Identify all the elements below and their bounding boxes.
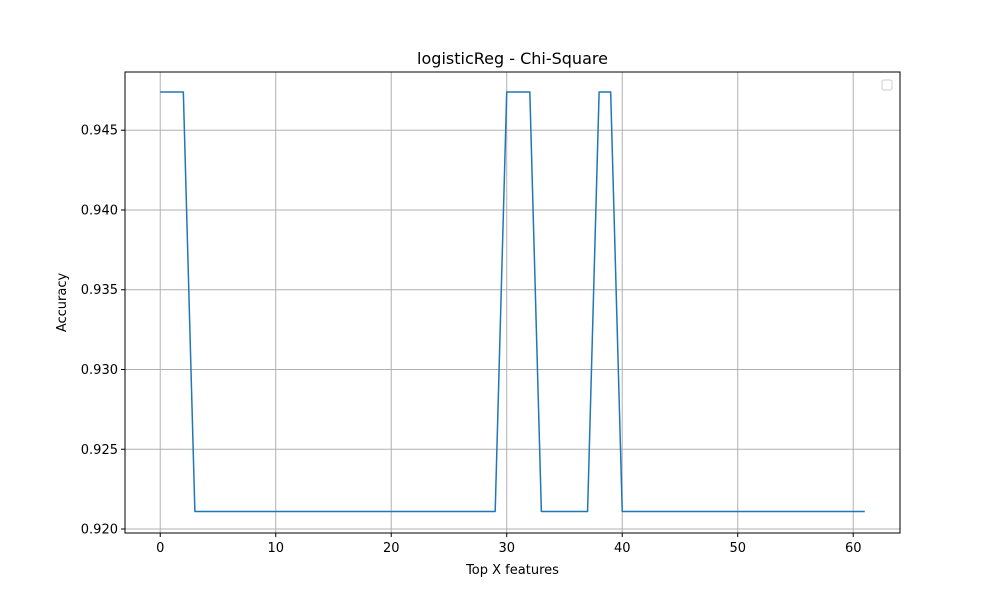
y-tick-label: 0.925	[81, 443, 118, 458]
y-tick-label: 0.945	[81, 124, 118, 139]
x-tick-label: 60	[845, 541, 862, 556]
y-axis-label: Accuracy	[55, 273, 70, 333]
y-tick-label: 0.920	[81, 523, 118, 538]
x-axis-label: Top X features	[465, 563, 559, 578]
x-tick-label: 50	[729, 541, 746, 556]
chart-title: logisticReg - Chi-Square	[417, 49, 608, 68]
y-tick-label: 0.935	[81, 283, 118, 298]
y-tick-label: 0.930	[81, 363, 118, 378]
legend-box	[881, 79, 893, 91]
x-tick-label: 30	[498, 541, 515, 556]
axis-ticks: 0 10 20 30 40 50 60 0.920 0.925 0.930 0.935 0.940 0.…	[81, 124, 862, 556]
x-tick-label: 40	[614, 541, 631, 556]
x-tick-label: 20	[383, 541, 400, 556]
series-layer	[160, 91, 865, 513]
y-tick-label: 0.940	[81, 203, 118, 218]
x-tick-label: 0	[156, 541, 164, 556]
x-tick-label: 10	[267, 541, 284, 556]
grid	[125, 72, 900, 533]
plot-frame	[124, 71, 901, 534]
series-line	[160, 91, 865, 513]
